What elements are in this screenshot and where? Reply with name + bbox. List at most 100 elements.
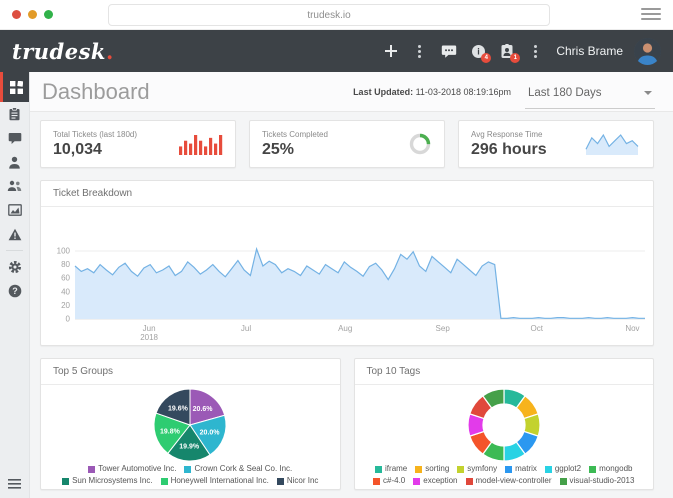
chevron-down-icon — [644, 91, 652, 95]
top-tags-donut-chart[interactable] — [466, 387, 542, 463]
online-users-icon[interactable]: 1 — [498, 42, 521, 63]
top-tags-legend: iframe sorting symfony matrix ggplot2 mongodb… — [355, 463, 654, 488]
svg-text:Jul: Jul — [241, 324, 251, 333]
sidebar-item-dashboard[interactable] — [0, 72, 29, 102]
legend-item: ggplot2 — [544, 463, 581, 475]
reports-chart-icon — [7, 204, 22, 216]
minimize-window-button[interactable] — [28, 10, 37, 19]
legend-item: c#-4.0 — [373, 475, 405, 487]
svg-text:Aug: Aug — [338, 324, 352, 333]
card-title: Ticket Breakdown — [41, 181, 653, 207]
top-tags-card: Top 10 Tags iframe sorting symfony matrix gg… — [353, 358, 654, 490]
stat-card-total-tickets: Total Tickets (last 180d) 10,034 — [40, 120, 236, 168]
stat-card-tickets-completed: Tickets Completed 25% — [249, 120, 445, 168]
stat-label: Avg Response Time — [471, 129, 543, 139]
svg-text:20.6%: 20.6% — [193, 406, 214, 413]
close-window-button[interactable] — [12, 10, 21, 19]
user-name[interactable]: Chris Brame — [556, 44, 623, 58]
sidebar-item-messages[interactable] — [0, 126, 29, 150]
svg-text:Oct: Oct — [530, 324, 543, 333]
svg-text:40: 40 — [61, 287, 70, 296]
legend-item: Honeywell International Inc. — [160, 475, 269, 487]
legend-item: mongodb — [589, 463, 632, 475]
sidebar-collapse-menu[interactable] — [0, 470, 29, 498]
notifications-icon[interactable]: i 4 — [469, 42, 492, 63]
maximize-window-button[interactable] — [44, 10, 53, 19]
legend-item: Crown Cork & Seal Co. Inc. — [184, 463, 292, 475]
sidebar-item-help[interactable]: ? — [0, 279, 29, 303]
top-groups-card: Top 5 Groups 20.6% 20.0% 19.9% 19.8% 19.6% T… — [40, 358, 341, 490]
tickets-clipboard-icon — [9, 107, 20, 121]
stat-card-avg-response: Avg Response Time 296 hours — [458, 120, 654, 168]
stat-value: 25% — [262, 140, 295, 158]
stat-value: 10,034 — [53, 140, 102, 158]
stats-row: Total Tickets (last 180d) 10,034 Tickets… — [40, 120, 654, 168]
stat-label: Tickets Completed — [262, 129, 328, 139]
page-header: Dashboard Last Updated: 11-03-2018 08:19… — [30, 72, 673, 112]
svg-text:0: 0 — [66, 315, 71, 324]
svg-text:Sep: Sep — [436, 324, 451, 333]
sidebar-item-tickets[interactable] — [0, 102, 29, 126]
profile-menu-icon[interactable] — [527, 42, 545, 60]
legend-item: Sun Microsystems Inc. — [62, 475, 153, 487]
card-title: Top 10 Tags — [354, 359, 653, 385]
browser-chrome: trudesk.io — [0, 0, 673, 30]
legend-item: sorting — [415, 463, 449, 475]
svg-text:19.8%: 19.8% — [160, 428, 181, 435]
svg-text:i: i — [477, 46, 480, 56]
trudesk-logo[interactable]: trudesk. — [12, 38, 114, 64]
legend-item: Nicor Inc — [276, 475, 318, 487]
sidebar-item-teams[interactable] — [0, 174, 29, 198]
svg-text:20.0%: 20.0% — [200, 430, 221, 437]
svg-text:19.6%: 19.6% — [168, 405, 189, 412]
svg-text:19.9%: 19.9% — [180, 443, 201, 450]
mini-area-chart — [585, 133, 639, 155]
svg-text:?: ? — [12, 286, 18, 296]
create-ticket-plus-icon[interactable] — [382, 42, 400, 60]
svg-text:60: 60 — [61, 274, 70, 283]
avatar[interactable] — [634, 37, 661, 65]
stat-value: 296 hours — [471, 140, 547, 158]
svg-text:Nov: Nov — [625, 324, 639, 333]
window-controls — [12, 10, 53, 19]
legend-item: model-view-controller — [465, 475, 552, 487]
more-options-icon[interactable] — [411, 42, 429, 60]
date-range-dropdown[interactable]: Last 180 Days — [525, 84, 655, 109]
legend-item: Tower Automotive Inc. — [88, 463, 176, 475]
top-groups-pie-chart[interactable]: 20.6% 20.0% 19.9% 19.8% 19.6% — [135, 387, 245, 463]
legend-item: visual-studio-2013 — [559, 475, 634, 487]
teams-people-icon — [7, 180, 22, 191]
settings-gear-icon — [8, 260, 21, 274]
svg-text:Jun: Jun — [143, 324, 156, 333]
svg-text:20: 20 — [61, 301, 70, 310]
sidebar-item-settings[interactable] — [0, 255, 29, 279]
sidebar-item-notices[interactable] — [0, 222, 29, 246]
stat-label: Total Tickets (last 180d) — [53, 129, 138, 139]
top-groups-legend: Tower Automotive Inc. Crown Cork & Seal C… — [41, 463, 340, 488]
legend-item: exception — [413, 475, 458, 487]
notifications-badge: 4 — [481, 53, 492, 63]
sidebar-item-reports[interactable] — [0, 198, 29, 222]
last-updated-text: Last Updated: 11-03-2018 08:19:16pm — [353, 86, 511, 97]
sidebar-divider — [6, 250, 23, 251]
legend-item: matrix — [505, 463, 537, 475]
messages-chat-icon — [8, 132, 21, 144]
address-bar[interactable]: trudesk.io — [108, 4, 550, 26]
dashboard-grid-icon — [9, 80, 23, 94]
page-title: Dashboard — [42, 78, 150, 104]
browser-menu-icon[interactable] — [641, 8, 661, 23]
ticket-breakdown-card: Ticket Breakdown 0 20 40 60 80 100 Jun 2018 Jul A… — [40, 180, 654, 346]
legend-item: iframe — [375, 463, 407, 475]
conversations-chat-icon[interactable] — [440, 42, 458, 60]
svg-text:2018: 2018 — [140, 333, 158, 342]
progress-ring — [409, 133, 431, 155]
sidebar-item-accounts[interactable] — [0, 150, 29, 174]
card-title: Top 5 Groups — [41, 359, 340, 385]
svg-text:100: 100 — [57, 247, 71, 256]
mini-bar-chart — [179, 135, 223, 155]
notices-warning-icon — [8, 228, 21, 240]
collapse-menu-icon — [8, 479, 21, 489]
help-question-icon: ? — [8, 284, 21, 298]
app-header: trudesk. i 4 1 Chris Brame — [0, 30, 673, 72]
